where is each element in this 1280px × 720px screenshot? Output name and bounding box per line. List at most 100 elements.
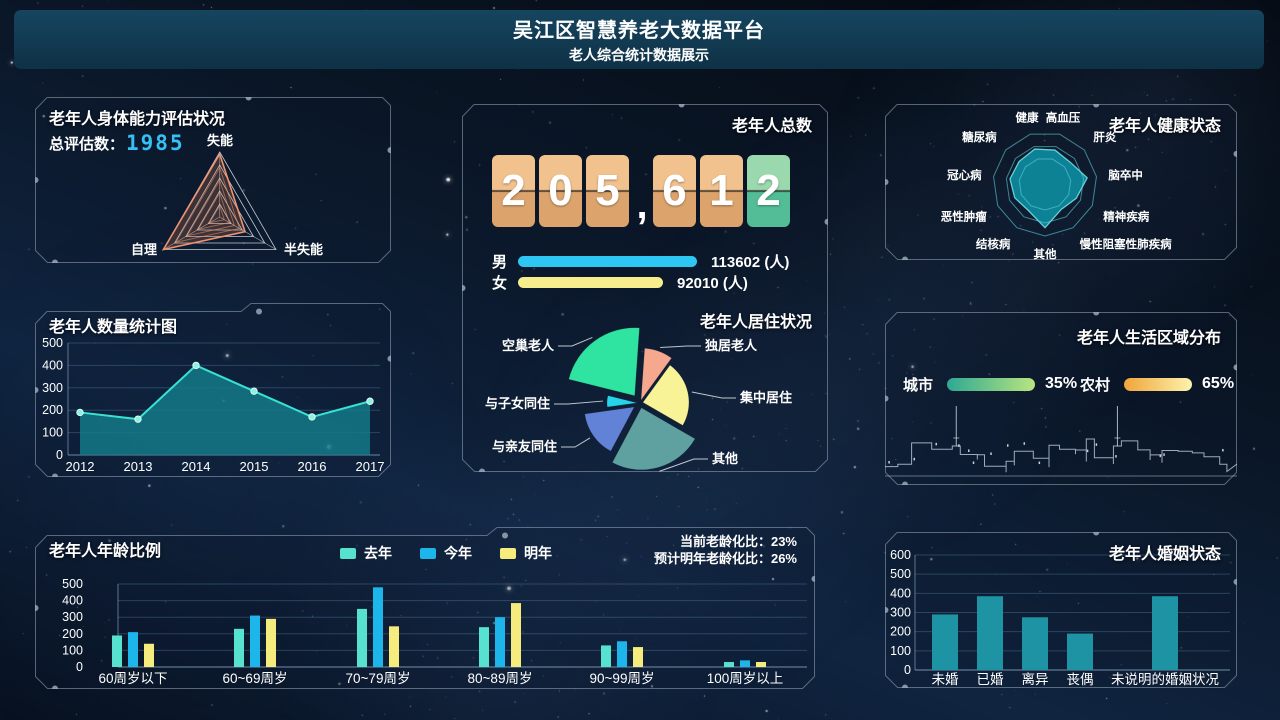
city-skyline-art bbox=[885, 400, 1237, 485]
svg-text:健康: 健康 bbox=[1015, 111, 1038, 125]
svg-text:结核病: 结核病 bbox=[975, 237, 1011, 251]
flip-comma: , bbox=[636, 183, 648, 227]
svg-text:200: 200 bbox=[62, 627, 83, 641]
svg-text:500: 500 bbox=[62, 577, 83, 591]
svg-text:脑卒中: 脑卒中 bbox=[1108, 168, 1143, 182]
living-pie-chart: 空巢老人 与子女同住 与亲友同住 其他 集中居住 独居老人 bbox=[462, 104, 828, 472]
flip-digit-card: 2 bbox=[492, 155, 535, 227]
skyline-svg bbox=[885, 406, 1237, 477]
male-row: 男 113602 (人) bbox=[492, 254, 789, 271]
svg-text:100: 100 bbox=[890, 644, 911, 658]
panel-physical-ability: 老年人身体能力评估状况 总评估数： 1985 失能 半失能 自理 bbox=[35, 97, 391, 263]
svg-text:300: 300 bbox=[62, 610, 83, 624]
svg-text:70~79周岁: 70~79周岁 bbox=[346, 671, 411, 686]
svg-text:200: 200 bbox=[42, 403, 63, 417]
svg-text:已婚: 已婚 bbox=[977, 672, 1005, 687]
aging-ratio-text: 当前老龄化比：23% 预计明年老龄化比：26% bbox=[654, 533, 797, 567]
legend-item-last-year: 去年 bbox=[340, 543, 392, 563]
city-pct: 35% bbox=[1045, 375, 1078, 392]
svg-text:自理: 自理 bbox=[131, 242, 157, 257]
panel-frame bbox=[885, 312, 1237, 485]
svg-text:2017: 2017 bbox=[356, 459, 385, 474]
svg-text:慢性阻塞性肺疾病: 慢性阻塞性肺疾病 bbox=[1080, 237, 1172, 251]
legend-label-next-year: 明年 bbox=[524, 545, 552, 561]
eval-total-label: 总评估数： bbox=[49, 135, 125, 153]
svg-text:空巢老人: 空巢老人 bbox=[502, 338, 555, 353]
svg-text:独居老人: 独居老人 bbox=[705, 338, 758, 353]
legend-item-this-year: 今年 bbox=[420, 543, 472, 563]
svg-text:糖尿病: 糖尿病 bbox=[962, 130, 997, 144]
male-bar bbox=[518, 255, 697, 267]
svg-text:集中居住: 集中居住 bbox=[739, 390, 792, 405]
rural-pct: 65% bbox=[1202, 375, 1235, 392]
svg-text:80~89周岁: 80~89周岁 bbox=[468, 671, 533, 686]
svg-text:2012: 2012 bbox=[66, 459, 95, 474]
header-bar: 吴江区智慧养老大数据平台 老人综合统计数据展示 bbox=[14, 10, 1264, 69]
svg-text:2016: 2016 bbox=[298, 459, 327, 474]
region-row-city: 城市 35% bbox=[903, 375, 1078, 394]
city-label: 城市 bbox=[903, 376, 934, 394]
eval-total-row: 总评估数： 1985 bbox=[49, 131, 185, 155]
flip-digit-card: 6 bbox=[653, 155, 696, 227]
svg-text:离异: 离异 bbox=[1022, 671, 1049, 687]
svg-text:2015: 2015 bbox=[240, 459, 269, 474]
female-value: 92010 (人) bbox=[677, 274, 748, 292]
marriage-bar-chart: 0 100 200 300 400 500 600 未婚 已婚 离异 丧偶 未说明的婚姻状况 bbox=[885, 532, 1237, 688]
svg-text:失能: 失能 bbox=[207, 133, 233, 148]
flip-digit-card: 0 bbox=[539, 155, 582, 227]
panel-title: 老年人身体能力评估状况 bbox=[49, 111, 226, 128]
svg-text:300: 300 bbox=[890, 606, 911, 620]
svg-text:200: 200 bbox=[890, 625, 911, 639]
age-bar-chart: 0 100 200 300 400 500 60周岁以下 60~69周岁 70~79周岁 80~8… bbox=[35, 527, 815, 689]
svg-text:100周岁以上: 100周岁以上 bbox=[707, 671, 784, 686]
svg-text:未婚: 未婚 bbox=[932, 672, 960, 687]
panel-region-distribution: 老年人生活区域分布 城市 35% 农村 65% bbox=[885, 312, 1237, 485]
svg-text:恶性肿瘤: 恶性肿瘤 bbox=[941, 210, 987, 224]
svg-text:100: 100 bbox=[62, 643, 83, 657]
svg-text:500: 500 bbox=[42, 336, 63, 350]
male-value: 113602 (人) bbox=[711, 253, 790, 271]
physical-radar-chart: 失能 半失能 自理 bbox=[35, 97, 391, 263]
svg-text:400: 400 bbox=[890, 586, 911, 600]
svg-text:100: 100 bbox=[42, 426, 63, 440]
svg-text:0: 0 bbox=[904, 663, 911, 677]
svg-text:90~99周岁: 90~99周岁 bbox=[590, 671, 655, 686]
svg-text:400: 400 bbox=[42, 358, 63, 372]
age-legend: 去年 今年 明年 bbox=[340, 543, 580, 563]
svg-text:0: 0 bbox=[56, 448, 63, 462]
svg-text:500: 500 bbox=[890, 567, 911, 581]
svg-text:600: 600 bbox=[890, 548, 911, 562]
city-bar bbox=[947, 377, 1036, 391]
svg-text:2014: 2014 bbox=[182, 459, 211, 474]
panel-health-status: 老年人健康状态 健康 高血压 肝炎 脑卒中 精神疾病 慢性阻塞性肺疾病 其他 结核病 恶性肿瘤 冠… bbox=[885, 104, 1237, 260]
eval-total-value: 1985 bbox=[126, 131, 185, 155]
svg-text:精神疾病: 精神疾病 bbox=[1103, 210, 1149, 224]
legend-item-next-year: 明年 bbox=[500, 543, 552, 563]
svg-text:丧偶: 丧偶 bbox=[1067, 672, 1094, 687]
panel-title: 老年人生活区域分布 bbox=[1076, 330, 1221, 347]
rural-bar bbox=[1124, 377, 1193, 391]
panel-count-trend: 老年人数量统计图 0 100 200 300 400 500 2012 2013 2014 201… bbox=[35, 303, 391, 477]
svg-text:60周岁以下: 60周岁以下 bbox=[98, 671, 167, 686]
marriage-bars-svg: 0 100 200 300 400 500 600 未婚 已婚 离异 丧偶 未说明的婚姻状况 bbox=[890, 548, 1230, 687]
region-row-rural: 农村 65% bbox=[1080, 375, 1235, 394]
female-label: 女 bbox=[492, 274, 508, 292]
panel-title: 老年人数量统计图 bbox=[49, 319, 178, 336]
svg-text:冠心病: 冠心病 bbox=[947, 168, 982, 182]
flip-digit-card: 2 bbox=[747, 155, 790, 227]
svg-text:肝炎: 肝炎 bbox=[1093, 130, 1116, 144]
health-radar-chart: 健康 高血压 肝炎 脑卒中 精神疾病 慢性阻塞性肺疾病 其他 结核病 恶性肿瘤 冠心病 糖尿病 bbox=[885, 104, 1237, 260]
panel-title: 老年人健康状态 bbox=[1108, 118, 1221, 135]
legend-swatch-this-year bbox=[420, 547, 436, 559]
svg-text:与亲友同住: 与亲友同住 bbox=[492, 439, 557, 454]
panel-frame bbox=[885, 532, 1237, 688]
legend-label-last-year: 去年 bbox=[364, 545, 392, 561]
female-bar bbox=[518, 276, 663, 288]
living-title: 老年人居住状况 bbox=[699, 314, 812, 331]
panel-marriage-status: 老年人婚姻状态 0 100 200 300 400 500 600 未婚 已婚 离异 丧偶 未说明的婚… bbox=[885, 532, 1237, 688]
svg-text:300: 300 bbox=[42, 381, 63, 395]
